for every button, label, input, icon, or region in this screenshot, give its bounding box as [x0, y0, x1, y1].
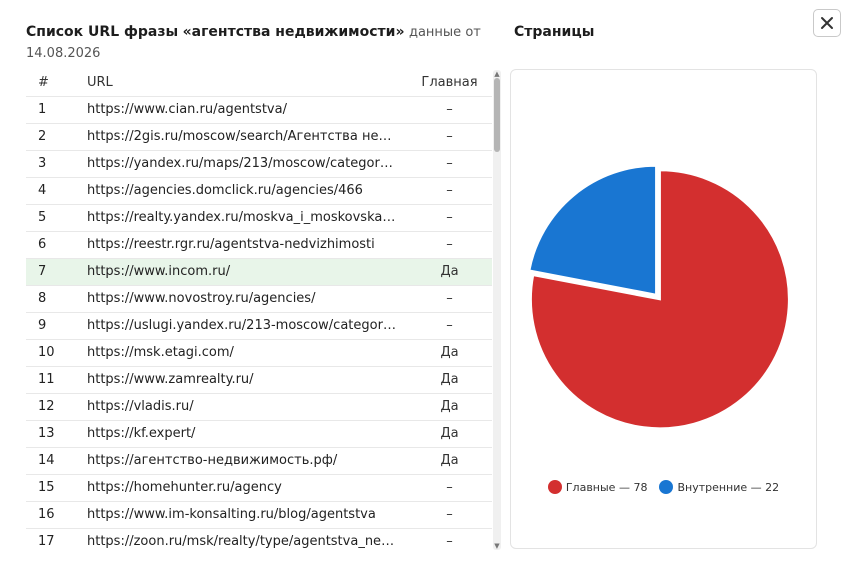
column-header-main[interactable]: Главная	[407, 69, 492, 97]
row-number: 10	[26, 339, 71, 367]
row-number: 1	[26, 96, 71, 124]
dialog-title: Список URL фразы «агентства недвижимости…	[26, 22, 496, 64]
table-row[interactable]: 16 https://www.im-konsalting.ru/blog/agen…	[26, 501, 492, 529]
row-main-flag: –	[407, 204, 492, 232]
table-row[interactable]: 15 https://homehunter.ru/agency –	[26, 474, 492, 502]
table-row[interactable]: 8 https://www.novostroy.ru/agencies/–	[26, 285, 492, 313]
row-url-link[interactable]: https://2gis.ru/moscow/search/Агентства …	[71, 123, 407, 151]
url-table-container[interactable]: # URL Главная 1 https://www.cian.ru/agent…	[26, 69, 502, 549]
row-number: 2	[26, 123, 71, 151]
table-row[interactable]: 9 https://uslugi.yandex.ru/213-moscow/cat…	[26, 312, 492, 340]
table-row[interactable]: 17 https://zoon.ru/msk/realty/type/agents…	[26, 528, 492, 549]
row-url-link[interactable]: https://агентство-недвижимость.рф/	[71, 447, 407, 475]
row-url-link[interactable]: https://kf.expert/	[71, 420, 407, 448]
row-number: 7	[26, 258, 71, 286]
row-number: 16	[26, 501, 71, 529]
row-url-link[interactable]: https://yandex.ru/maps/213/moscow/catego…	[71, 150, 407, 178]
legend-color-dot-icon	[547, 480, 562, 494]
row-url-link[interactable]: https://vladis.ru/	[71, 393, 407, 421]
row-url-link[interactable]: https://www.cian.ru/agentstva/	[71, 96, 407, 124]
row-url-link[interactable]: https://www.incom.ru/	[71, 258, 407, 286]
pages-title: Страницы	[514, 24, 595, 40]
row-number: 3	[26, 150, 71, 178]
row-url-link[interactable]: https://www.zamrealty.ru/	[71, 366, 407, 394]
row-main-flag: –	[407, 501, 492, 529]
row-number: 15	[26, 474, 71, 502]
table-row[interactable]: 1 https://www.cian.ru/agentstva/–	[26, 96, 492, 124]
row-number: 14	[26, 447, 71, 475]
row-url-link[interactable]: https://reestr.rgr.ru/agentstva-nedvizhi…	[71, 231, 407, 259]
legend-label: Главные — 78	[565, 480, 648, 494]
row-url-link[interactable]: https://realty.yandex.ru/moskva_i_moskov…	[71, 204, 407, 232]
date-prefix: данные от	[408, 25, 481, 40]
row-main-flag: –	[407, 123, 492, 151]
column-header-url[interactable]: URL	[71, 69, 407, 97]
row-url-link[interactable]: https://agencies.domclick.ru/agencies/46…	[71, 177, 407, 205]
pie-chart	[528, 164, 790, 430]
row-url-link[interactable]: https://uslugi.yandex.ru/213-moscow/cate…	[71, 312, 407, 340]
table-row[interactable]: 7 https://www.incom.ru/Да	[26, 258, 492, 286]
scroll-down-arrow-icon[interactable]: ▼	[494, 542, 500, 550]
row-number: 11	[26, 366, 71, 394]
table-row[interactable]: 4 https://agencies.domclick.ru/agencies/4…	[26, 177, 492, 205]
scroll-up-arrow-icon[interactable]: ▲	[494, 70, 500, 78]
row-main-flag: Да	[407, 393, 492, 421]
table-row[interactable]: 2 https://2gis.ru/moscow/search/Агентства…	[26, 123, 492, 151]
close-icon	[821, 17, 833, 29]
column-header-num[interactable]: #	[26, 69, 71, 97]
row-url-link[interactable]: https://www.novostroy.ru/agencies/	[71, 285, 407, 313]
row-url-link[interactable]: https://homehunter.ru/agency	[71, 474, 407, 502]
table-body: 1 https://www.cian.ru/agentstva/–2 https:/…	[26, 96, 492, 549]
row-url-link[interactable]: https://www.im-konsalting.ru/blog/agents…	[71, 501, 407, 529]
row-main-flag: –	[407, 150, 492, 178]
row-number: 17	[26, 528, 71, 549]
row-number: 8	[26, 285, 71, 313]
pie-slice-inner[interactable]	[528, 164, 658, 296]
table-row[interactable]: 13 https://kf.expert/Да	[26, 420, 492, 448]
date-value: 14.08.2026	[26, 46, 101, 61]
table-row[interactable]: 14 https://агентство-недвижимость.рф/Да	[26, 447, 492, 475]
table-row[interactable]: 5 https://realty.yandex.ru/moskva_i_mosko…	[26, 204, 492, 232]
row-url-link[interactable]: https://msk.etagi.com/	[71, 339, 407, 367]
url-table: # URL Главная 1 https://www.cian.ru/agent…	[26, 69, 492, 549]
row-number: 5	[26, 204, 71, 232]
row-main-flag: Да	[407, 366, 492, 394]
table-scrollbar[interactable]: ▲ ▼	[493, 70, 501, 550]
row-main-flag: Да	[407, 258, 492, 286]
scrollbar-thumb[interactable]	[494, 78, 500, 152]
row-main-flag: –	[407, 312, 492, 340]
row-main-flag: –	[407, 231, 492, 259]
row-main-flag: Да	[407, 420, 492, 448]
title-phrase: «агентства недвижимости»	[182, 24, 405, 40]
chart-legend: Главные — 78 Внутренние — 22	[511, 480, 816, 494]
table-row[interactable]: 11 https://www.zamrealty.ru/Да	[26, 366, 492, 394]
legend-label: Внутренние — 22	[677, 480, 780, 494]
row-number: 9	[26, 312, 71, 340]
table-row[interactable]: 12 https://vladis.ru/Да	[26, 393, 492, 421]
row-number: 4	[26, 177, 71, 205]
row-url-link[interactable]: https://zoon.ru/msk/realty/type/agentstv…	[71, 528, 407, 549]
pages-chart-panel: Главные — 78 Внутренние — 22	[510, 69, 817, 549]
row-number: 12	[26, 393, 71, 421]
row-main-flag: –	[407, 528, 492, 549]
row-main-flag: –	[407, 96, 492, 124]
table-row[interactable]: 6 https://reestr.rgr.ru/agentstva-nedvizh…	[26, 231, 492, 259]
row-main-flag: Да	[407, 447, 492, 475]
legend-item-inner[interactable]: Внутренние — 22	[659, 480, 779, 494]
legend-item-main[interactable]: Главные — 78	[547, 480, 648, 494]
title-prefix: Список URL фразы	[26, 24, 179, 40]
table-row[interactable]: 10 https://msk.etagi.com/Да	[26, 339, 492, 367]
close-button[interactable]	[813, 9, 841, 37]
table-header-row: # URL Главная	[26, 69, 492, 97]
legend-color-dot-icon	[659, 480, 674, 494]
pie-slice-main[interactable]	[529, 169, 790, 430]
row-main-flag: –	[407, 285, 492, 313]
row-number: 6	[26, 231, 71, 259]
row-main-flag: Да	[407, 339, 492, 367]
table-row[interactable]: 3 https://yandex.ru/maps/213/moscow/categ…	[26, 150, 492, 178]
row-main-flag: –	[407, 177, 492, 205]
row-number: 13	[26, 420, 71, 448]
row-main-flag: –	[407, 474, 492, 502]
